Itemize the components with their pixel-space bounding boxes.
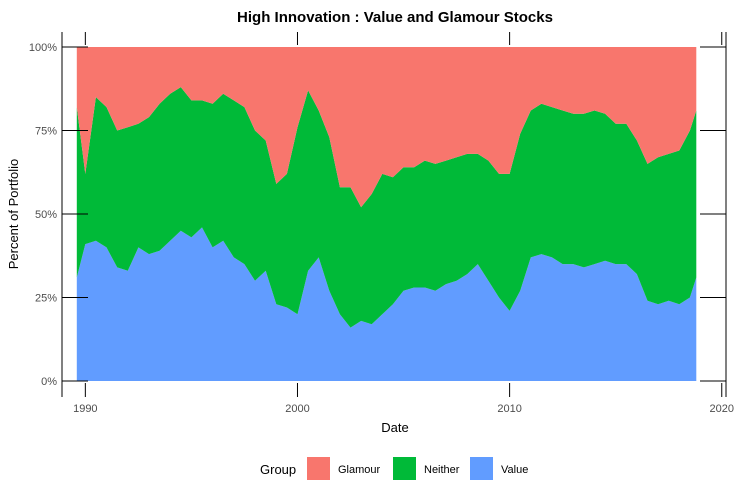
- area-neither: [76, 87, 697, 328]
- tick-labels: 0% 25% 50% 75% 100% 1990 2000 2010 2020: [29, 42, 734, 415]
- y-tick-label: 75%: [35, 126, 57, 138]
- legend-key-value: [470, 457, 493, 480]
- legend-label-glamour: Glamour: [338, 464, 381, 476]
- legend-label-value: Value: [501, 464, 528, 476]
- y-tick-label: 0%: [41, 376, 57, 388]
- area-value: [76, 227, 697, 381]
- x-tick-label: 2000: [285, 403, 309, 415]
- legend-label-neither: Neither: [424, 464, 460, 476]
- legend-key-glamour: [307, 457, 330, 480]
- x-axis-title: Date: [381, 420, 408, 435]
- y-tick-label: 50%: [35, 209, 57, 221]
- y-tick-label: 100%: [29, 42, 57, 54]
- area-glamour: [76, 47, 697, 208]
- plot-areas: [76, 47, 697, 381]
- x-tick-label: 2020: [710, 403, 734, 415]
- legend-key-neither: [393, 457, 416, 480]
- legend: Group Glamour Neither Value: [260, 457, 528, 480]
- x-tick-label: 1990: [73, 403, 97, 415]
- y-axis-title: Percent of Portfolio: [6, 159, 21, 270]
- legend-title: Group: [260, 462, 296, 477]
- x-tick-label: 2010: [497, 403, 521, 415]
- y-tick-label: 25%: [35, 293, 57, 305]
- axes: [61, 32, 727, 397]
- chart-title: High Innovation : Value and Glamour Stoc…: [237, 9, 553, 26]
